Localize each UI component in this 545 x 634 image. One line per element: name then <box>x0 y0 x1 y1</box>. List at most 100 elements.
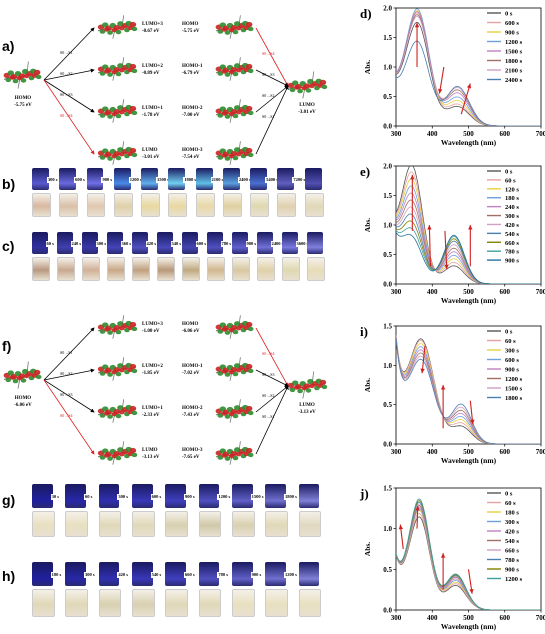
b-time-label-0: 300 s <box>46 176 59 183</box>
series-line-1200s <box>396 337 541 444</box>
c-vial-uv-9 <box>257 232 273 254</box>
series-line-120s <box>396 178 541 284</box>
c-time-label-6: 600 s <box>195 240 208 247</box>
g-vial-uv-6 <box>232 484 253 508</box>
c-time-label-8: 900 s <box>245 240 258 247</box>
b-vial-daylight-0 <box>32 193 51 217</box>
series-line-60s <box>396 335 541 444</box>
x-tick-label: 600 <box>500 448 511 456</box>
g-vial-uv-2 <box>98 484 120 508</box>
legend-label: 600 s <box>505 20 519 27</box>
x-tick-label: 300 <box>391 614 402 622</box>
panel-a-diagram: HOMO -5.75 eV LUMO -3.01 eV LUMO+3 -0.67 eV HO… <box>0 0 330 170</box>
a-transition-left-3: S0→S4 <box>60 113 73 118</box>
legend-label: 1500 s <box>505 386 523 393</box>
a-right-molecule-2 <box>215 99 254 123</box>
legend-label: 1800 s <box>505 58 523 65</box>
g-time-label-0: 30 s <box>50 493 61 500</box>
chart-2-panel-label: i) <box>360 324 368 339</box>
legend-label: 540 s <box>505 538 519 545</box>
series-line-0s <box>396 166 541 284</box>
c-time-label-10: 3600 s <box>295 240 310 247</box>
a-final-orbital-energy: -3.01 eV <box>298 110 316 115</box>
h-vial-uv-5 <box>198 562 220 586</box>
g-time-label-6: 1500 s <box>250 493 265 500</box>
series-line-1200s <box>396 498 541 610</box>
trend-arrow-head <box>470 419 475 425</box>
a-mid-molecule-2 <box>97 99 138 123</box>
g-time-label-7: 1800 s <box>284 493 298 500</box>
a-transition-left-2: S0→S3 <box>60 92 73 97</box>
series-line-300s <box>396 335 541 444</box>
panel-label-a: a) <box>2 38 15 54</box>
c-vial-daylight-4 <box>132 257 150 281</box>
a-mid-orbital-energy-1: -0.89 eV <box>142 71 160 76</box>
series-line-600s <box>396 336 541 444</box>
f-transition-right-1: S0→S3 <box>262 372 275 377</box>
b-time-label-9: 7200 s <box>292 176 307 183</box>
trend-arrow <box>444 230 448 270</box>
f-left-orbital-energy: -6.06 eV <box>14 403 32 408</box>
trend-arrow <box>460 83 471 115</box>
c-vial-uv-7 <box>207 232 223 254</box>
trend-arrow <box>428 224 431 267</box>
chart-j: j) 300 400 500 600 700 0.0 0.5 1.0 1.5 Wavelength … <box>359 485 545 632</box>
a-right-orbital-name-2: HOMO-2 <box>182 106 203 111</box>
trend-arrow <box>421 345 426 374</box>
a-mid-orbital-name-3: LUMO <box>142 148 158 153</box>
f-right-molecule-3 <box>215 441 254 465</box>
x-axis-label: Wavelength (nm) <box>441 622 497 631</box>
f-right-orbital-name-1: HOMO-1 <box>182 364 203 369</box>
trend-arrow-head <box>440 385 446 390</box>
c-time-label-4: 420 s <box>145 240 158 247</box>
g-time-label-5: 1200 s <box>217 493 232 500</box>
legend-label: 1200 s <box>505 376 523 383</box>
legend-label: 900 s <box>505 258 519 265</box>
f-mid-orbital-energy-0: -1.00 eV <box>142 329 160 334</box>
y-tick-label: 0.0 <box>383 281 392 289</box>
series-line-1200s <box>396 8 541 126</box>
series-line-180s <box>396 185 541 284</box>
y-tick-label: 1.5 <box>383 323 392 331</box>
h-vial-uv-6 <box>232 562 253 586</box>
f-transition-right-2: S0→S2 <box>262 393 275 398</box>
chart-1-panel-label: e) <box>360 164 370 179</box>
a-final-molecule <box>287 71 328 99</box>
series-line-1500s <box>396 11 541 126</box>
legend-label: 300 s <box>505 213 519 220</box>
legend-label: 60 s <box>505 500 516 507</box>
c-vial-uv-11 <box>307 232 323 254</box>
y-tick-label: 0.0 <box>383 607 392 615</box>
g-vial-uv-7 <box>265 484 286 508</box>
b-vial-daylight-2 <box>86 193 106 217</box>
a-right-orbital-energy-0: -5.75 eV <box>182 29 200 34</box>
b-time-label-2: 900 s <box>101 176 114 183</box>
f-right-orbital-energy-0: -6.06 eV <box>182 329 200 334</box>
x-tick-label: 500 <box>463 288 474 296</box>
x-tick-label: 400 <box>427 288 438 296</box>
f-final-orbital-energy: -3.13 eV <box>298 410 316 415</box>
h-time-label-0: 180 s <box>50 571 63 578</box>
legend-label: 180 s <box>505 195 519 202</box>
h-vial-daylight-4 <box>165 589 188 617</box>
f-mid-molecule-2 <box>97 399 138 423</box>
g-vial-daylight-0 <box>32 511 55 537</box>
g-vial-uv-0 <box>32 484 53 508</box>
series-line-600s <box>396 12 541 126</box>
a-transition-left-0: S0→S1 <box>60 50 73 55</box>
series-line-300s <box>396 199 541 284</box>
h-time-label-1: 300 s <box>84 571 96 578</box>
trend-arrow-head <box>415 505 420 511</box>
chart-3-panel-label: j) <box>359 486 369 501</box>
h-time-label-4: 660 s <box>184 571 196 578</box>
h-vial-daylight-2 <box>98 589 122 617</box>
a-arrows <box>43 27 289 155</box>
vial-row-b: 300 s 600 s 900 s 1200 s 1500 s 1800 s 2100 s 2… <box>30 168 330 220</box>
f-right-molecule-2 <box>215 399 254 423</box>
panel-label-h: h) <box>2 568 16 584</box>
f-mid-molecule-0 <box>97 315 138 339</box>
h-vial-uv-1 <box>65 562 86 586</box>
f-mid-orbital-name-2: LUMO+1 <box>142 406 163 411</box>
a-mid-orbital-energy-3: -3.01 eV <box>142 155 160 160</box>
c-vial-uv-3 <box>107 232 123 254</box>
